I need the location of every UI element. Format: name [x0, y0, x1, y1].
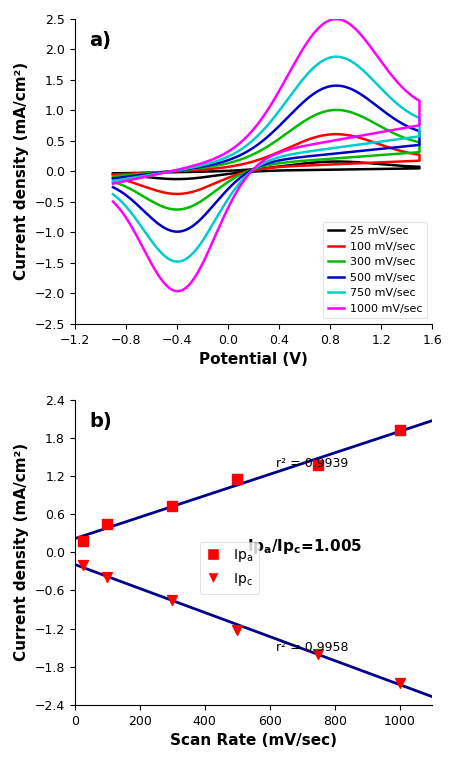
- $\mathregular{Ip_c}$: [314, 648, 321, 660]
- 500 mV/sec: [110, 183, 116, 192]
- 100 mV/sec: [184, 166, 189, 175]
- 1000 mV/sec: [310, 30, 315, 39]
- $\mathregular{Ip_c}$: [79, 559, 86, 572]
- 300 mV/sec: [333, 105, 338, 114]
- Line: 100 mV/sec: 100 mV/sec: [113, 134, 419, 194]
- $\mathregular{Ip_a}$: [79, 535, 86, 547]
- Legend: $\mathregular{Ip_a}$, $\mathregular{Ip_c}$: $\mathregular{Ip_a}$, $\mathregular{Ip_c…: [199, 542, 258, 594]
- X-axis label: Potential (V): Potential (V): [198, 352, 307, 367]
- 1000 mV/sec: [336, 135, 341, 144]
- 750 mV/sec: [110, 190, 116, 199]
- $\mathregular{Ip_a}$: [168, 500, 176, 512]
- 300 mV/sec: [336, 153, 341, 162]
- Y-axis label: Current density (mA/cm²): Current density (mA/cm²): [14, 443, 29, 661]
- 500 mV/sec: [175, 227, 180, 236]
- 500 mV/sec: [333, 81, 338, 90]
- Line: 750 mV/sec: 750 mV/sec: [113, 56, 419, 261]
- 300 mV/sec: [276, 158, 282, 168]
- 25 mV/sec: [110, 169, 116, 178]
- 500 mV/sec: [354, 88, 360, 97]
- Text: r² = 0.9958: r² = 0.9958: [276, 641, 348, 654]
- 25 mV/sec: [279, 166, 284, 175]
- 750 mV/sec: [110, 176, 116, 185]
- 300 mV/sec: [110, 178, 116, 187]
- $\mathregular{Ip_c}$: [395, 677, 403, 689]
- 750 mV/sec: [184, 164, 189, 173]
- 1000 mV/sec: [184, 163, 189, 172]
- Text: b): b): [89, 412, 111, 431]
- 300 mV/sec: [110, 171, 116, 181]
- 300 mV/sec: [175, 205, 180, 214]
- 100 mV/sec: [354, 133, 360, 142]
- Line: 500 mV/sec: 500 mV/sec: [113, 85, 419, 232]
- 750 mV/sec: [175, 257, 180, 266]
- 100 mV/sec: [333, 130, 338, 139]
- 500 mV/sec: [279, 155, 284, 165]
- 750 mV/sec: [276, 152, 282, 162]
- 100 mV/sec: [175, 190, 180, 199]
- 300 mV/sec: [184, 165, 189, 174]
- 300 mV/sec: [279, 158, 284, 168]
- 25 mV/sec: [310, 158, 315, 167]
- 750 mV/sec: [354, 62, 360, 71]
- 1000 mV/sec: [354, 27, 360, 36]
- Y-axis label: Current density (mA/cm²): Current density (mA/cm²): [14, 62, 29, 280]
- $\mathregular{Ip_a}$: [395, 424, 403, 436]
- 25 mV/sec: [276, 166, 282, 175]
- $\mathregular{Ip_c}$: [103, 571, 111, 583]
- $\mathregular{Ip_a}$: [314, 459, 321, 471]
- 100 mV/sec: [110, 173, 116, 182]
- 1000 mV/sec: [110, 179, 116, 188]
- 25 mV/sec: [336, 165, 341, 174]
- 1000 mV/sec: [276, 148, 282, 157]
- 25 mV/sec: [354, 158, 360, 167]
- 750 mV/sec: [333, 52, 338, 61]
- 25 mV/sec: [334, 157, 340, 166]
- 1000 mV/sec: [279, 147, 284, 156]
- Legend: 25 mV/sec, 100 mV/sec, 300 mV/sec, 500 mV/sec, 750 mV/sec, 1000 mV/sec: 25 mV/sec, 100 mV/sec, 300 mV/sec, 500 m…: [322, 222, 426, 319]
- Line: 1000 mV/sec: 1000 mV/sec: [113, 19, 419, 291]
- 25 mV/sec: [110, 169, 116, 178]
- 500 mV/sec: [184, 165, 189, 174]
- 100 mV/sec: [336, 159, 341, 168]
- 750 mV/sec: [336, 142, 341, 152]
- 1000 mV/sec: [175, 287, 180, 296]
- Line: 300 mV/sec: 300 mV/sec: [113, 110, 419, 210]
- 25 mV/sec: [184, 168, 189, 177]
- $\mathregular{Ip_c}$: [233, 624, 240, 636]
- 100 mV/sec: [110, 170, 116, 179]
- 500 mV/sec: [276, 156, 282, 165]
- 100 mV/sec: [276, 162, 282, 171]
- Text: $\mathregular{Ip_a/Ip_c}$=1.005: $\mathregular{Ip_a/Ip_c}$=1.005: [247, 537, 362, 556]
- 1000 mV/sec: [333, 14, 338, 24]
- 300 mV/sec: [354, 110, 360, 120]
- 100 mV/sec: [279, 162, 284, 171]
- 750 mV/sec: [279, 152, 284, 161]
- 100 mV/sec: [310, 133, 315, 142]
- 500 mV/sec: [310, 90, 315, 99]
- $\mathregular{Ip_a}$: [103, 518, 111, 530]
- $\mathregular{Ip_a}$: [233, 473, 240, 485]
- 750 mV/sec: [310, 63, 315, 72]
- 25 mV/sec: [175, 174, 180, 184]
- Text: a): a): [89, 31, 111, 50]
- X-axis label: Scan Rate (mV/sec): Scan Rate (mV/sec): [170, 733, 336, 748]
- 500 mV/sec: [110, 174, 116, 183]
- Line: 25 mV/sec: 25 mV/sec: [113, 162, 419, 179]
- Text: r² = 0.9939: r² = 0.9939: [276, 456, 348, 469]
- $\mathregular{Ip_c}$: [168, 594, 176, 606]
- 300 mV/sec: [310, 111, 315, 120]
- 500 mV/sec: [336, 149, 341, 158]
- 1000 mV/sec: [110, 197, 116, 207]
